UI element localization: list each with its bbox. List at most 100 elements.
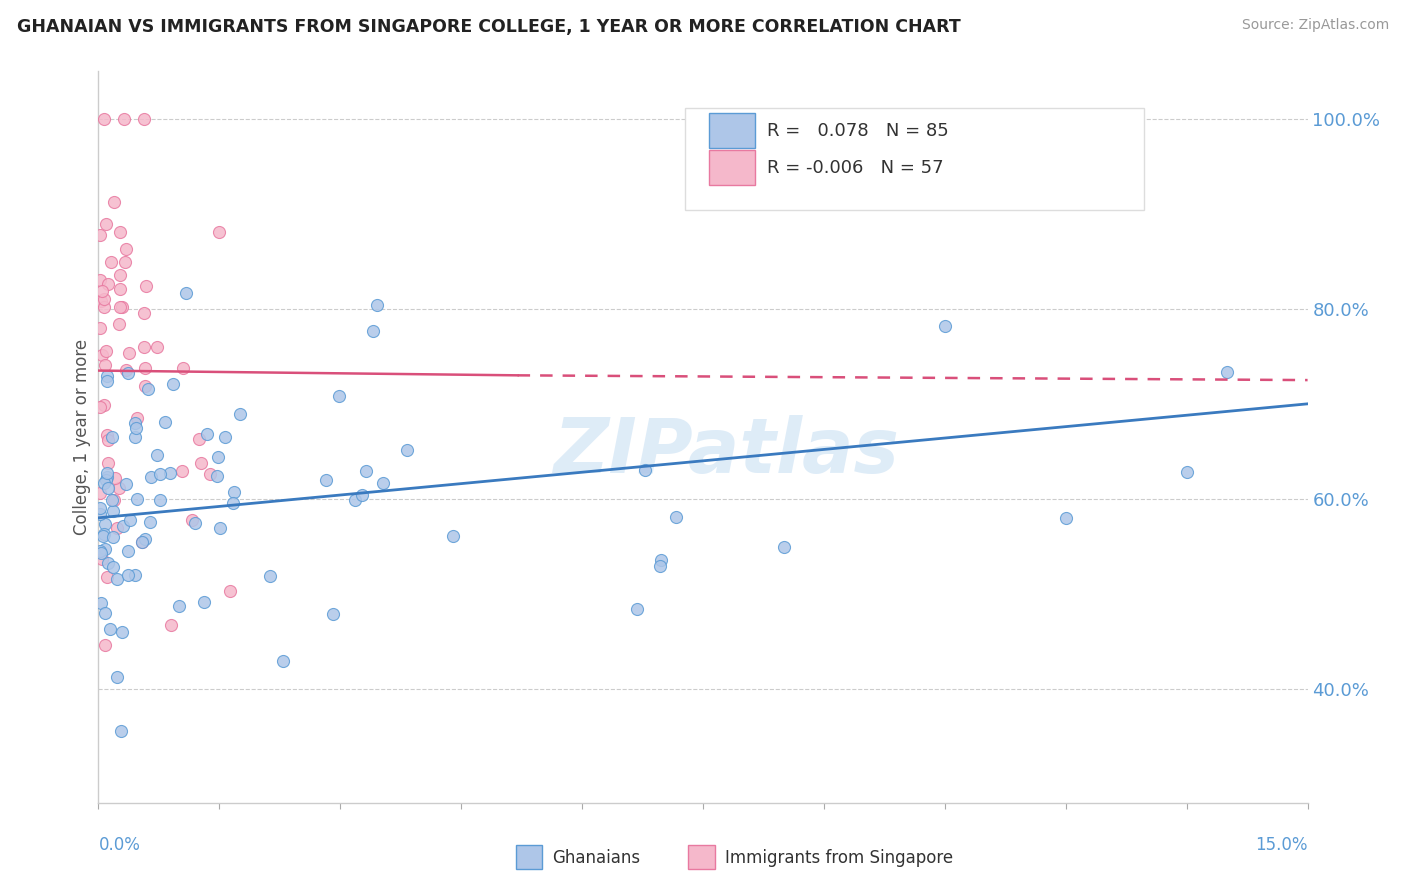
Bar [516, 846, 543, 869]
Point [96, 427, 118, 442]
Text: Immigrants from Singapore: Immigrants from Singapore [724, 848, 953, 867]
Point [97, 481, 120, 495]
Point [214, 429, 236, 443]
Point [361, 324, 384, 338]
Point [93, 300, 115, 314]
Point [89, 508, 111, 522]
Point [105, 670, 128, 684]
Point [91, 551, 114, 566]
Point [112, 112, 135, 126]
Point [93, 398, 115, 412]
Point [107, 481, 129, 495]
Point [97, 556, 120, 570]
Point [172, 360, 194, 375]
Point [89, 400, 111, 414]
Point [103, 194, 125, 209]
Point [934, 318, 956, 333]
Point [91, 529, 114, 543]
Point [169, 599, 191, 613]
Point [134, 340, 156, 354]
Text: R =   0.078   N = 85: R = 0.078 N = 85 [768, 122, 949, 140]
Point [354, 464, 377, 478]
Point [110, 225, 132, 239]
Point [111, 300, 134, 314]
Bar [709, 113, 755, 148]
Point [118, 345, 141, 359]
Point [441, 529, 464, 543]
Text: 15.0%: 15.0% [1256, 836, 1308, 854]
Point [138, 515, 160, 529]
Point [134, 378, 156, 392]
Point [89, 320, 111, 334]
Text: GHANAIAN VS IMMIGRANTS FROM SINGAPORE COLLEGE, 1 YEAR OR MORE CORRELATION CHART: GHANAIAN VS IMMIGRANTS FROM SINGAPORE CO… [17, 18, 960, 36]
Point [93, 475, 115, 490]
Point [103, 493, 125, 508]
Point [105, 572, 128, 586]
Point [93, 112, 115, 126]
Point [96, 470, 118, 484]
Point [134, 306, 156, 320]
Point [125, 421, 148, 435]
Point [153, 415, 176, 429]
Point [97, 457, 120, 471]
Point [90, 293, 112, 308]
Point [190, 456, 212, 470]
Point [228, 407, 250, 421]
Point [90, 546, 112, 560]
Point [149, 467, 172, 482]
Point [111, 625, 134, 640]
Point [108, 268, 131, 282]
Point [90, 596, 112, 610]
Point [174, 285, 197, 300]
Point [89, 500, 111, 515]
Point [115, 477, 138, 491]
Point [198, 467, 221, 481]
Point [93, 526, 115, 541]
Point [111, 518, 134, 533]
Point [195, 427, 218, 442]
Point [89, 228, 111, 243]
Point [100, 255, 122, 269]
Text: ZIPatlas: ZIPatlas [554, 415, 900, 489]
Point [650, 553, 672, 567]
Point [141, 470, 163, 484]
Point [145, 340, 167, 354]
Point [94, 606, 117, 620]
Point [96, 570, 118, 584]
Point [136, 383, 159, 397]
Point [124, 430, 146, 444]
Point [219, 584, 242, 599]
Point [91, 284, 114, 298]
Point [125, 491, 148, 506]
Point [259, 569, 281, 583]
Point [101, 492, 124, 507]
Point [114, 254, 136, 268]
Point [94, 473, 117, 487]
Point [396, 442, 419, 457]
Point [366, 298, 388, 312]
Point [273, 655, 295, 669]
Point [89, 273, 111, 287]
Point [162, 377, 184, 392]
Point [634, 463, 657, 477]
Point [117, 544, 139, 558]
Point [665, 510, 688, 524]
Point [89, 544, 111, 558]
Y-axis label: College, 1 year or more: College, 1 year or more [73, 339, 91, 535]
Point [96, 467, 118, 481]
Point [145, 448, 167, 462]
Point [97, 433, 120, 447]
Point [94, 516, 117, 531]
Point [207, 468, 229, 483]
Point [94, 541, 117, 556]
Point [100, 622, 122, 636]
Point [193, 595, 215, 609]
Point [208, 225, 231, 239]
Point [93, 358, 115, 372]
Point [97, 277, 120, 292]
Point [114, 362, 136, 376]
Point [315, 473, 337, 487]
Point [131, 534, 153, 549]
Point [134, 532, 156, 546]
Point [96, 375, 118, 389]
